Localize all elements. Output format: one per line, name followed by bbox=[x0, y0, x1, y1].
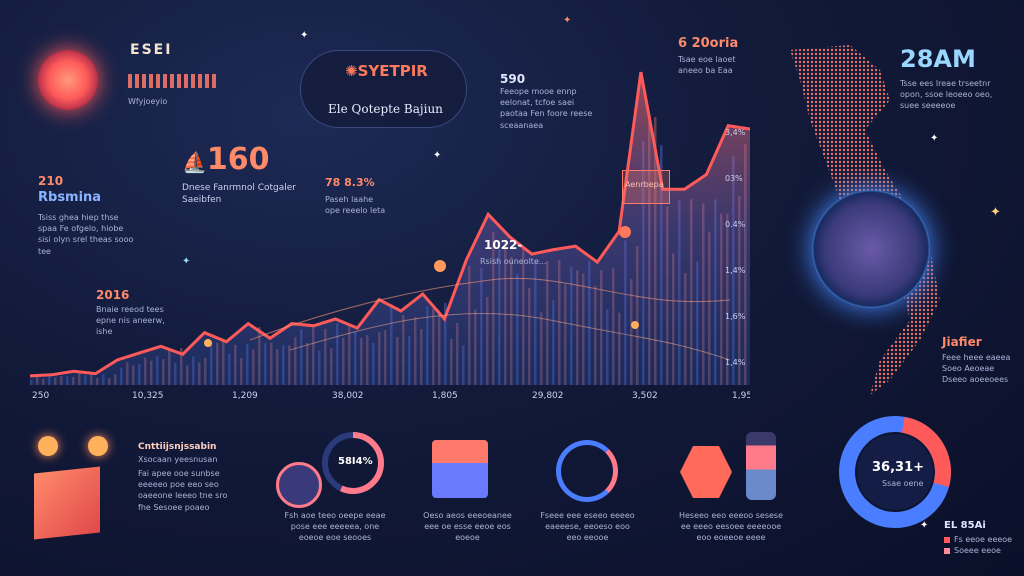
b1-text: Fai apee ooe sunbse eeeeeo poe eeo seo o… bbox=[138, 469, 228, 512]
annotation-text: Rsish ouneolte... bbox=[480, 257, 547, 266]
series-line bbox=[30, 71, 750, 378]
title-badge bbox=[300, 50, 467, 128]
legend-item: Fs eeoe eeeoe bbox=[944, 534, 1012, 545]
right-heading: Jiafier bbox=[942, 335, 982, 349]
legend-title: EL 85Ai bbox=[944, 520, 986, 531]
y-tick-label: 03% bbox=[725, 174, 743, 183]
chart-tag: Aenrbepa bbox=[622, 170, 670, 204]
person-icon bbox=[746, 432, 776, 500]
logo-subtitle: Wfyjoeyio bbox=[128, 97, 168, 106]
page-subtitle: Ele Qotepte Bajiun bbox=[328, 102, 443, 116]
x-tick-label: 38,002 bbox=[332, 391, 364, 400]
x-tick-label: 3,502 bbox=[632, 391, 658, 400]
right-text: Tsse ees lreae trseetnr opon, ssoe leoee… bbox=[900, 79, 993, 111]
area-fill bbox=[30, 72, 750, 385]
title-logo: ✺SYETPIR bbox=[345, 62, 428, 80]
legend-item: Soeee eeoe bbox=[944, 545, 1012, 556]
b4-text: Fseee eee eseeo eeeeo eaeeese, eeoeso eo… bbox=[540, 511, 635, 543]
legend: Fs eeoe eeeoe Soeee eeoe bbox=[944, 534, 1012, 556]
main-chart: 250 10,325 1,209 38,002 1,805 29,802 3,502 1,95… bbox=[30, 71, 750, 400]
y-tick-label: 1,4% bbox=[725, 358, 746, 367]
data-point bbox=[631, 321, 639, 329]
annotation-value: 1022- bbox=[484, 238, 523, 252]
x-tick-label: 1,805 bbox=[432, 391, 458, 400]
annotation-value: 6 20oria bbox=[678, 36, 739, 51]
coin-icon bbox=[276, 462, 322, 508]
list-item: Feee heee eaeea bbox=[942, 353, 1011, 362]
star-icon: ✦ bbox=[563, 15, 572, 26]
data-point bbox=[619, 226, 631, 238]
star-icon: ✦ bbox=[920, 520, 929, 531]
star-icon: ✦ bbox=[433, 150, 442, 161]
star-icon: ✦ bbox=[300, 30, 309, 41]
sun-icon bbox=[38, 50, 98, 110]
knot-icon bbox=[556, 440, 618, 502]
ring-gauge bbox=[322, 432, 384, 494]
right-stat: 28AM bbox=[900, 45, 976, 73]
list-item: Soeo Aeoeae bbox=[942, 364, 995, 374]
x-tick-label: 29,802 bbox=[532, 391, 564, 400]
robot-icon bbox=[432, 440, 488, 498]
lamp-icon bbox=[38, 436, 58, 456]
stat-160-desc: Dnese Fanrmnol Cotgaler Saeibfen bbox=[182, 183, 296, 206]
donut-chart bbox=[839, 416, 951, 528]
logo-glyph: ESEI bbox=[130, 42, 173, 58]
section-title: Rbsmina bbox=[38, 190, 102, 205]
box-icon bbox=[34, 466, 100, 540]
y-tick-label: 1,6% bbox=[725, 312, 746, 321]
annotation-text: Feeope mooe ennp eelonat, tcfoe saei pao… bbox=[500, 87, 593, 130]
lamp-icon bbox=[88, 436, 108, 456]
x-tick-label: 1,209 bbox=[232, 391, 258, 400]
b2-value: 58I4% bbox=[338, 456, 373, 467]
annotation-value: 78 8.3% bbox=[325, 176, 375, 189]
hexagon-icon bbox=[680, 446, 732, 498]
y-tick-label: 3,4% bbox=[725, 128, 746, 137]
section-text: Tsiss ghea hiep thse spaa Fe ofgelo, hio… bbox=[38, 213, 134, 256]
stat-210: 210 bbox=[38, 174, 64, 188]
b1-sub: Xsocaan yeesnusan bbox=[138, 455, 218, 464]
annotation-text: Tsae eoe laoet aneeo ba Eaa bbox=[678, 55, 736, 76]
year-label: 2016 bbox=[96, 288, 130, 302]
annotation-text: Paseh laahe ope reeelo leta bbox=[325, 195, 386, 216]
star-icon: ✦ bbox=[930, 133, 939, 144]
x-tick-label: 10,325 bbox=[132, 391, 164, 400]
annotation-value: 590 bbox=[500, 72, 526, 86]
b2-text: Fsh aoe teeo oeepe eeae pose eee eeeeea,… bbox=[284, 511, 386, 543]
page-title: SYETPIR bbox=[357, 62, 428, 80]
flame-icon: ✺ bbox=[345, 62, 358, 80]
stat-160: ⛵160 bbox=[182, 142, 270, 177]
right-list: Feee heee eaeea Soeo Aeoeae Dseeo aoeeoe… bbox=[942, 352, 1010, 386]
chart-tag-label: Aenrbepa bbox=[625, 180, 664, 189]
donut-value: 36,31+ bbox=[872, 460, 925, 475]
data-point bbox=[204, 339, 212, 347]
b1-title: Cnttiijsnjssabin bbox=[138, 442, 217, 452]
data-point bbox=[434, 260, 446, 272]
logo-bars bbox=[128, 74, 216, 88]
donut-sub: Ssae oene bbox=[882, 479, 924, 488]
ship-icon: ⛵ bbox=[182, 150, 207, 174]
list-item: Dseeo aoeeoees bbox=[942, 375, 1009, 385]
star-icon: ✦ bbox=[990, 205, 1001, 220]
y-tick-label: 1,4% bbox=[725, 266, 746, 275]
year-text: Bnaie reeod tees epne nis aneerw, ishe bbox=[96, 305, 165, 337]
globe-icon bbox=[812, 190, 930, 308]
x-tick-label: 250 bbox=[32, 391, 49, 400]
star-icon: ✦ bbox=[182, 256, 191, 267]
b5-text: Heseeo eeo eeeoo sesese ee eeeo eesoee e… bbox=[678, 511, 784, 543]
x-tick-label: 1,955 bbox=[732, 391, 750, 400]
y-tick-label: 0.4% bbox=[725, 220, 746, 229]
b3-text: Oeso aeos eeeoeanee eee oe esse eeoe eos… bbox=[423, 511, 512, 543]
